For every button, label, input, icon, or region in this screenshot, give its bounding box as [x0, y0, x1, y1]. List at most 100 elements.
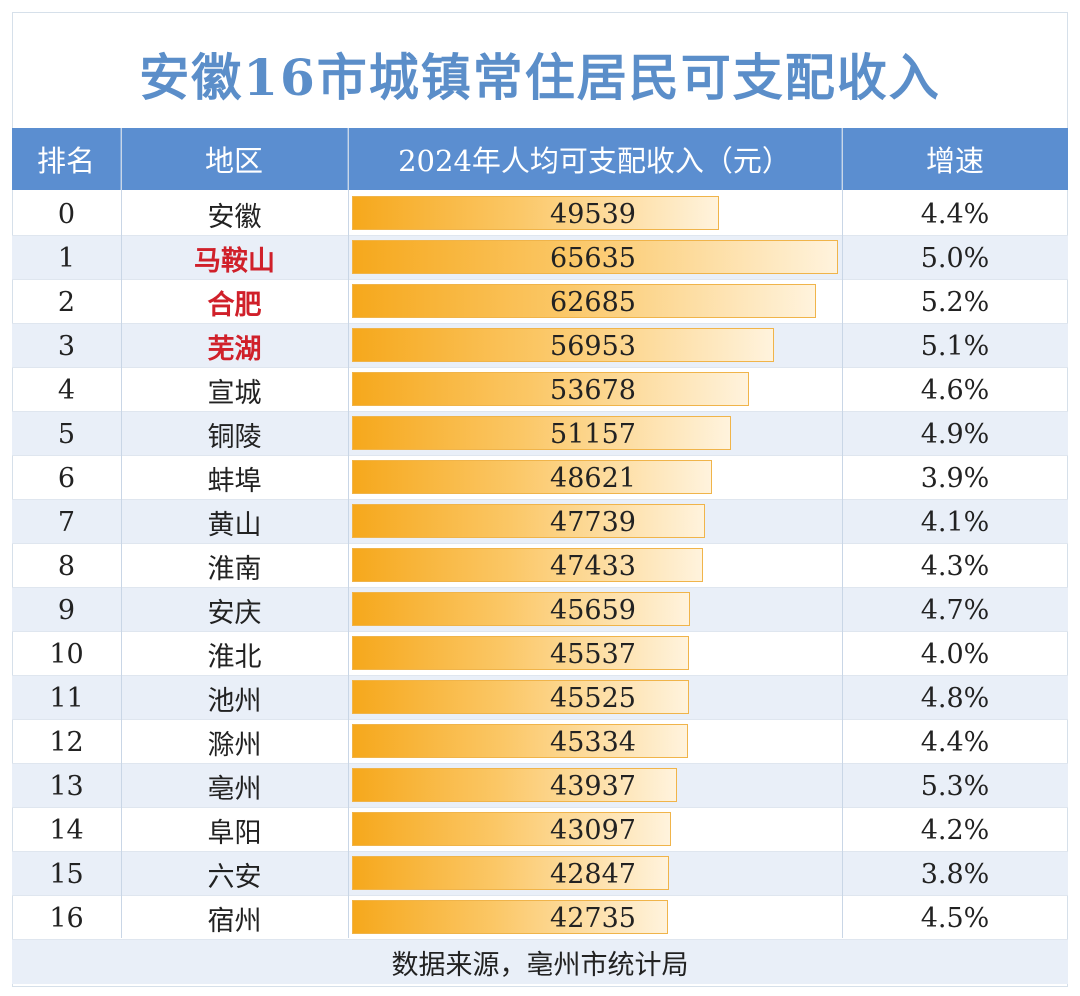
- region-label: 六安: [207, 861, 262, 893]
- rank-cell: 14: [49, 814, 84, 846]
- table-row: 7 黄山 47739 4.1%: [12, 500, 1068, 544]
- region-label: 蚌埠: [207, 465, 262, 497]
- header-region: 地区: [121, 128, 348, 190]
- rank-cell: 16: [49, 902, 84, 934]
- income-value-label: 43097: [550, 814, 636, 846]
- header-growth: 增速: [925, 144, 984, 178]
- table-row: 13 亳州 43937 5.3%: [12, 764, 1068, 808]
- rank-cell: 7: [57, 506, 76, 538]
- income-bar: [352, 680, 689, 714]
- table-row: 0 安徽 49539 4.4%: [12, 192, 1068, 236]
- bar-cell: 45334: [348, 720, 842, 764]
- region-label: 淮北: [207, 641, 262, 673]
- table-row: 4 宣城 53678 4.6%: [12, 368, 1068, 412]
- income-bar: [352, 372, 749, 406]
- bar-cell: 53678: [348, 368, 842, 412]
- income-bar: [352, 812, 671, 846]
- income-bar: [352, 284, 816, 318]
- growth-cell: 4.0%: [920, 638, 990, 670]
- income-value-label: 49539: [550, 198, 636, 230]
- rank-cell: 11: [49, 682, 84, 714]
- income-bar: [352, 724, 688, 758]
- income-bar: [352, 196, 719, 230]
- bar-cell: 42735: [348, 896, 842, 940]
- bar-cell: 43097: [348, 808, 842, 852]
- income-bar: [352, 768, 677, 802]
- rank-cell: 13: [49, 770, 84, 802]
- table-row: 16 宿州 42735 4.5%: [12, 896, 1068, 940]
- income-value-label: 48621: [550, 462, 636, 494]
- income-value-label: 62685: [550, 286, 636, 318]
- income-value-label: 42847: [550, 858, 636, 890]
- table-row: 11 池州 45525 4.8%: [12, 676, 1068, 720]
- table-row: 15 六安 42847 3.8%: [12, 852, 1068, 896]
- bar-cell: 42847: [348, 852, 842, 896]
- rank-cell: 8: [57, 550, 76, 582]
- table-row: 2 合肥 62685 5.2%: [12, 280, 1068, 324]
- region-label: 滁州: [207, 729, 262, 761]
- region-label: 池州: [207, 685, 262, 717]
- growth-cell: 4.3%: [920, 550, 990, 582]
- table-row: 3 芜湖 56953 5.1%: [12, 324, 1068, 368]
- table-row: 9 安庆 45659 4.7%: [12, 588, 1068, 632]
- rank-cell: 6: [57, 462, 76, 494]
- bar-cell: 47433: [348, 544, 842, 588]
- region-label: 宣城: [207, 377, 262, 409]
- rank-cell: 9: [57, 594, 76, 626]
- growth-cell: 4.7%: [920, 594, 990, 626]
- income-value-label: 47433: [550, 550, 636, 582]
- income-value-label: 42735: [550, 902, 636, 934]
- rank-cell: 0: [57, 198, 76, 230]
- bar-cell: 45659: [348, 588, 842, 632]
- table-row: 6 蚌埠 48621 3.9%: [12, 456, 1068, 500]
- table-row: 5 铜陵 51157 4.9%: [12, 412, 1068, 456]
- growth-cell: 4.5%: [920, 902, 990, 934]
- growth-cell: 5.1%: [920, 330, 990, 362]
- income-value-label: 45334: [550, 726, 636, 758]
- column-divider: [121, 128, 122, 938]
- table-row: 1 马鞍山 65635 5.0%: [12, 236, 1068, 280]
- income-value-label: 45525: [550, 682, 636, 714]
- rank-cell: 1: [57, 242, 76, 274]
- header-rank: 排名: [12, 128, 121, 190]
- rank-cell: 4: [57, 374, 76, 406]
- income-bar: [352, 592, 690, 626]
- bar-cell: 62685: [348, 280, 842, 324]
- column-divider: [348, 128, 349, 938]
- growth-cell: 5.0%: [920, 242, 990, 274]
- growth-cell: 4.8%: [920, 682, 990, 714]
- growth-cell: 5.2%: [920, 286, 990, 318]
- region-label: 合肥: [207, 289, 262, 321]
- source-note: 数据来源，亳州市统计局: [12, 940, 1068, 984]
- region-label: 黄山: [207, 509, 262, 541]
- growth-cell: 4.4%: [920, 726, 990, 758]
- table-header: 排名 地区 2024年人均可支配收入（元） 增速: [12, 128, 1068, 190]
- income-value-label: 65635: [550, 242, 636, 274]
- region-label: 铜陵: [207, 421, 262, 453]
- income-value-label: 53678: [550, 374, 636, 406]
- growth-cell: 3.8%: [920, 858, 990, 890]
- bar-cell: 51157: [348, 412, 842, 456]
- income-value-label: 45659: [550, 594, 636, 626]
- income-bar: [352, 240, 838, 274]
- income-value-label: 43937: [550, 770, 636, 802]
- region-label: 安徽: [207, 201, 262, 233]
- growth-cell: 4.9%: [920, 418, 990, 450]
- income-bar: [352, 636, 689, 670]
- income-value-label: 47739: [550, 506, 636, 538]
- table-row: 14 阜阳 43097 4.2%: [12, 808, 1068, 852]
- rank-cell: 12: [49, 726, 84, 758]
- table-row: 12 滁州 45334 4.4%: [12, 720, 1068, 764]
- growth-cell: 3.9%: [920, 462, 990, 494]
- table-row: 8 淮南 47433 4.3%: [12, 544, 1068, 588]
- income-bar: [352, 504, 705, 538]
- growth-cell: 4.2%: [920, 814, 990, 846]
- income-bar: [352, 548, 703, 582]
- table-row: 10 淮北 45537 4.0%: [12, 632, 1068, 676]
- bar-cell: 48621: [348, 456, 842, 500]
- income-value-label: 45537: [550, 638, 636, 670]
- bar-cell: 56953: [348, 324, 842, 368]
- income-bar: [352, 416, 731, 450]
- bar-cell: 43937: [348, 764, 842, 808]
- rank-cell: 2: [57, 286, 76, 318]
